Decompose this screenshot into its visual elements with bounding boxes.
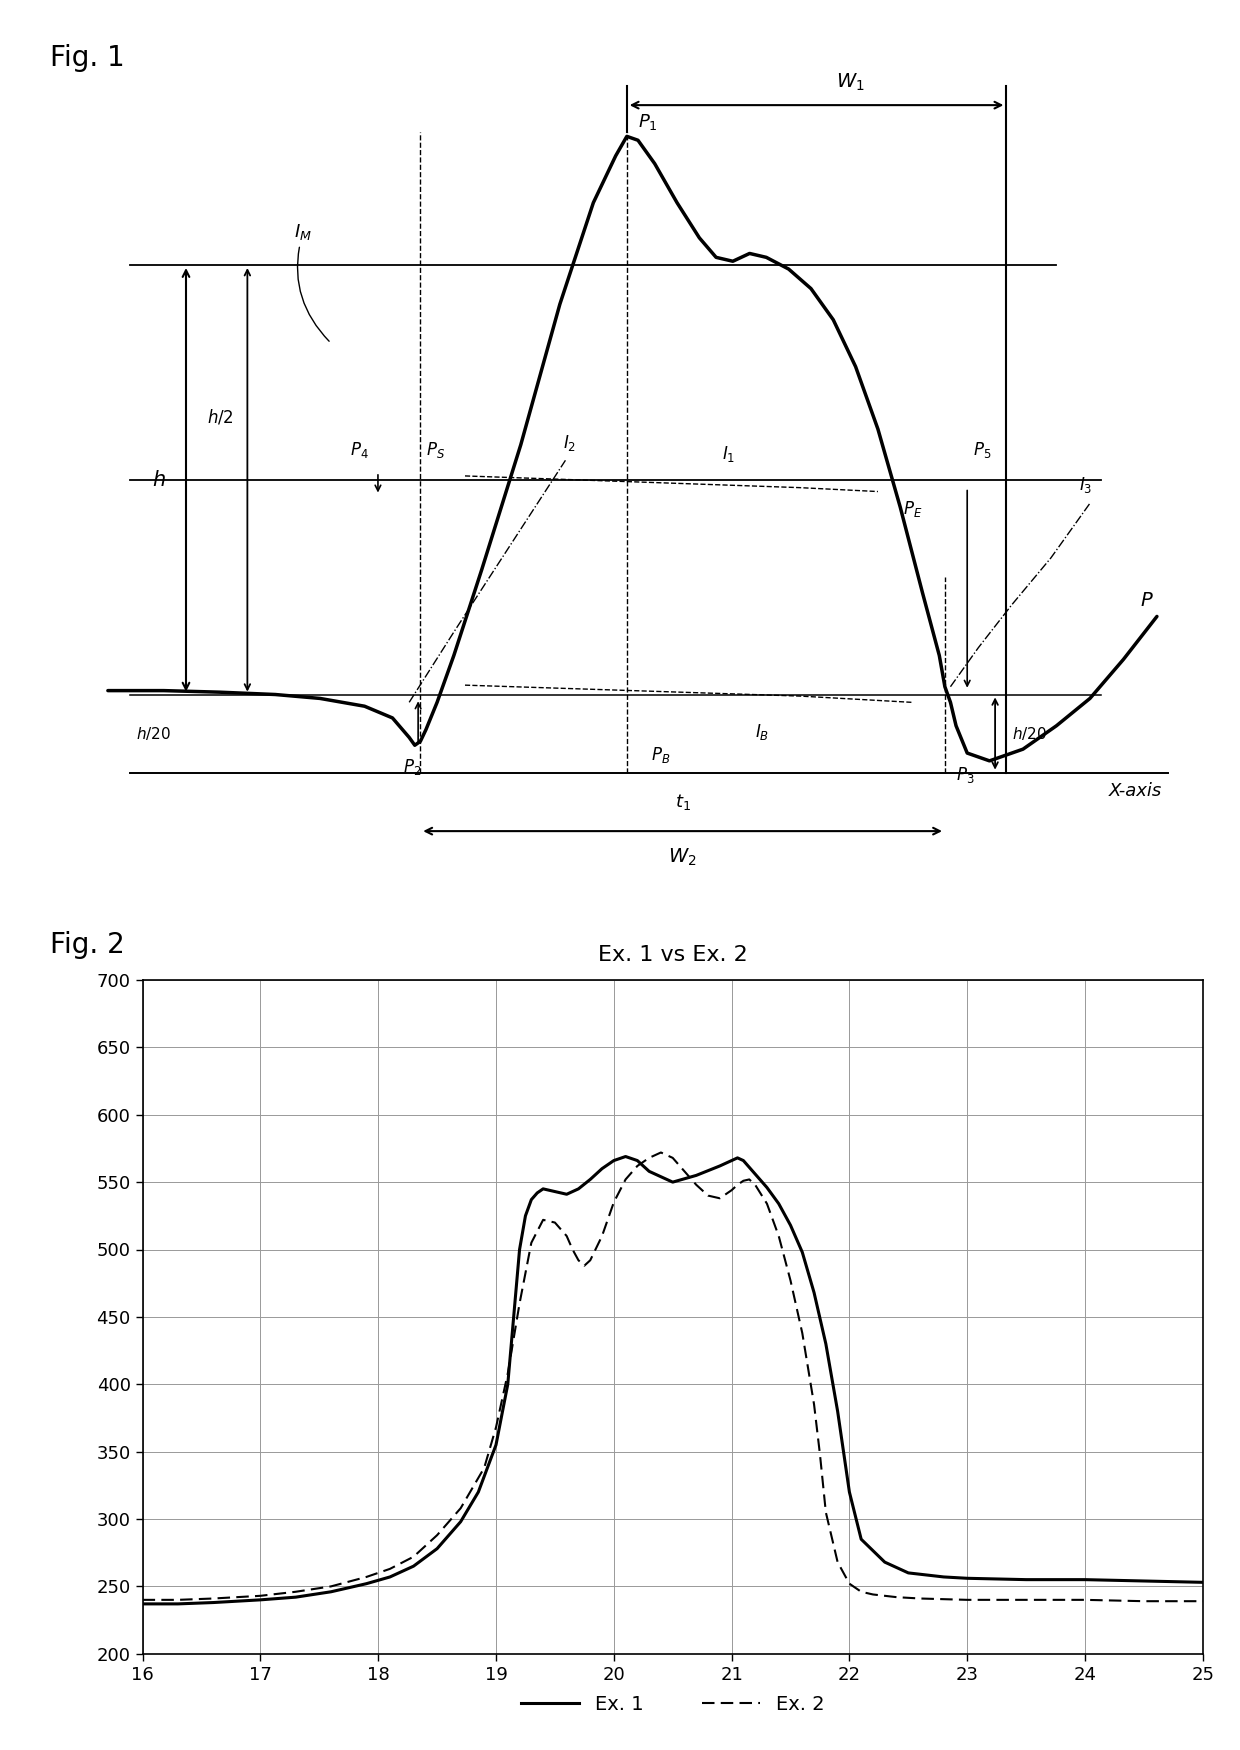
Text: $h$: $h$ xyxy=(153,469,166,490)
Text: $P$: $P$ xyxy=(1141,592,1154,611)
Legend: Ex. 1, Ex. 2: Ex. 1, Ex. 2 xyxy=(513,1687,832,1722)
Text: $P_3$: $P_3$ xyxy=(956,765,975,784)
Text: $I_B$: $I_B$ xyxy=(755,721,769,742)
Text: $t_1$: $t_1$ xyxy=(675,791,691,812)
Text: $P_B$: $P_B$ xyxy=(651,746,670,765)
Text: $P_5$: $P_5$ xyxy=(972,441,991,460)
Text: $h/2$: $h/2$ xyxy=(207,408,234,427)
Text: $I_M$: $I_M$ xyxy=(294,222,329,341)
Text: $P_2$: $P_2$ xyxy=(403,758,422,777)
Text: $I_3$: $I_3$ xyxy=(1079,476,1092,495)
Text: $I_2$: $I_2$ xyxy=(563,432,577,453)
Text: $P_4$: $P_4$ xyxy=(351,441,370,460)
Text: $P_S$: $P_S$ xyxy=(425,441,445,460)
Text: $W_1$: $W_1$ xyxy=(836,72,864,93)
Text: $h/20$: $h/20$ xyxy=(135,724,170,742)
Text: $I_1$: $I_1$ xyxy=(722,444,735,464)
Text: Fig. 1: Fig. 1 xyxy=(50,44,124,72)
Text: $P_1$: $P_1$ xyxy=(637,112,657,133)
Text: $P_E$: $P_E$ xyxy=(903,499,923,520)
Text: X-axis: X-axis xyxy=(1110,782,1163,800)
Text: $W_2$: $W_2$ xyxy=(668,847,697,868)
Title: Ex. 1 vs Ex. 2: Ex. 1 vs Ex. 2 xyxy=(598,945,748,964)
Text: $h/20$: $h/20$ xyxy=(1012,724,1047,742)
Text: Fig. 2: Fig. 2 xyxy=(50,931,124,959)
